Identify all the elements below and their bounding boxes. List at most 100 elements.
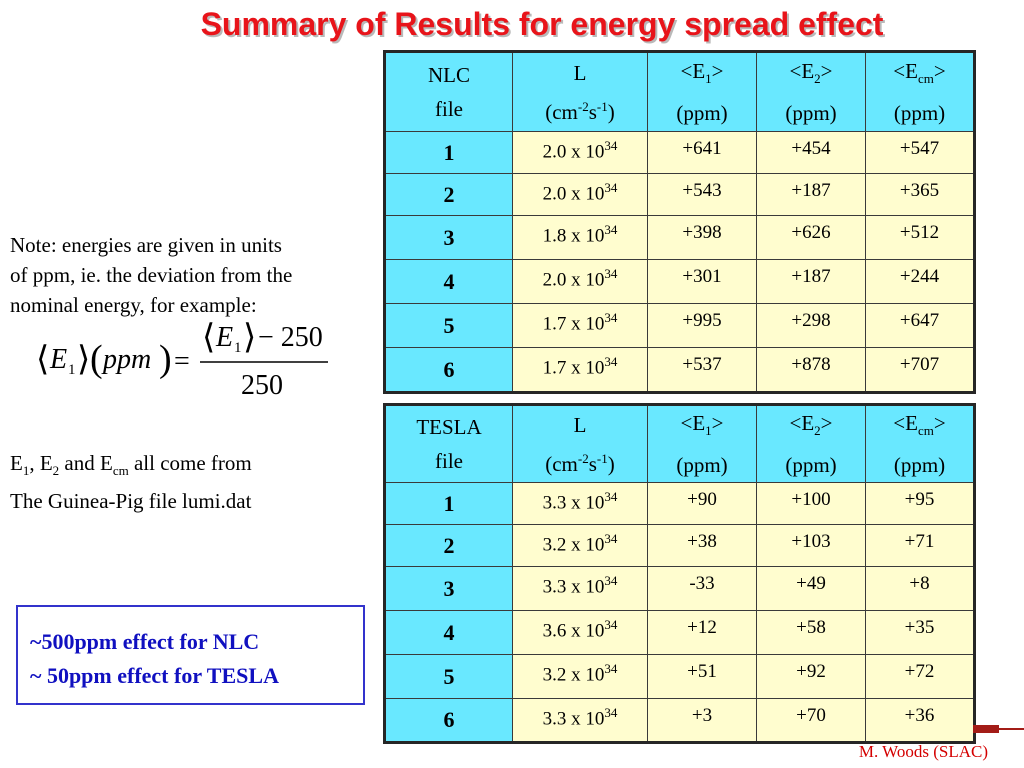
luminosity-cell: 3.3 x 1034: [512, 698, 648, 744]
ecm-cell: +707: [865, 347, 975, 393]
luminosity-cell: 3.3 x 1034: [512, 566, 648, 612]
row-file-number: 6: [384, 347, 513, 393]
e1-cell: -33: [647, 566, 757, 612]
formula-num-angle-left: ⟨: [202, 319, 215, 356]
units-note-line: Note: energies are given in units: [10, 233, 282, 257]
summary-box: ~500ppm effect for NLC ~ 50ppm effect fo…: [16, 605, 365, 705]
row-file-number: 2: [384, 173, 513, 216]
e1-cell: +537: [647, 347, 757, 393]
e2-cell: +187: [756, 173, 866, 216]
e2-cell: +187: [756, 259, 866, 304]
table-row: 1 2.0 x 1034 +641 +454 +547: [384, 131, 975, 174]
table-row: 6 3.3 x 1034 +3 +70 +36: [384, 698, 975, 744]
formula-lhs-arg: ppm: [101, 344, 151, 375]
nlc-results-table: NLC file L (cm-2s-1) <E1> (ppm) <E2> (ppm) <…: [383, 50, 976, 394]
header-e2: <E2> (ppm): [756, 403, 866, 484]
row-file-number: 1: [384, 482, 513, 526]
formula-num-var: E: [215, 322, 233, 353]
source-note: E1, E2 and Ecm all come from The Guinea-…: [10, 448, 380, 516]
ecm-cell: +72: [865, 654, 975, 700]
header-luminosity: L (cm-2s-1): [512, 403, 648, 484]
table-header-row: TESLA file L (cm-2s-1) <E1> (ppm) <E2> (ppm)…: [384, 403, 975, 484]
e2-cell: +454: [756, 131, 866, 174]
e2-cell: +100: [756, 482, 866, 526]
row-file-number: 3: [384, 566, 513, 612]
table-row: 2 2.0 x 1034 +543 +187 +365: [384, 173, 975, 216]
luminosity-cell: 2.0 x 1034: [512, 131, 648, 174]
formula-angle-right: ⟩: [77, 341, 90, 378]
formula-lhs-var: E: [49, 344, 67, 375]
formula-paren-left: (: [90, 338, 103, 380]
table-row: 5 3.2 x 1034 +51 +92 +72: [384, 654, 975, 700]
decorative-accent-line: [973, 728, 1024, 730]
e2-cell: +878: [756, 347, 866, 393]
table-row: 2 3.2 x 1034 +38 +103 +71: [384, 524, 975, 568]
luminosity-cell: 3.2 x 1034: [512, 654, 648, 700]
e1-cell: +543: [647, 173, 757, 216]
header-e1: <E1> (ppm): [647, 51, 757, 132]
header-file: TESLA file: [384, 403, 513, 484]
e1-cell: +38: [647, 524, 757, 568]
row-file-number: 4: [384, 610, 513, 656]
header-luminosity: L (cm-2s-1): [512, 51, 648, 132]
author-credit: M. Woods (SLAC): [858, 742, 988, 761]
ecm-cell: +71: [865, 524, 975, 568]
ppm-formula: ⟨ E 1 ⟩ ( ppm ) = ⟨ E 1 ⟩ − 250 250: [36, 319, 328, 401]
ecm-cell: +365: [865, 173, 975, 216]
luminosity-cell: 1.7 x 1034: [512, 303, 648, 348]
header-ecm: <Ecm> (ppm): [865, 51, 975, 132]
e2-cell: +92: [756, 654, 866, 700]
e2-cell: +58: [756, 610, 866, 656]
e1-cell: +641: [647, 131, 757, 174]
row-file-number: 5: [384, 303, 513, 348]
header-e2: <E2> (ppm): [756, 51, 866, 132]
summary-line-tesla: ~ 50ppm effect for TESLA: [30, 663, 279, 688]
row-file-number: 4: [384, 259, 513, 304]
luminosity-cell: 2.0 x 1034: [512, 259, 648, 304]
ecm-cell: +547: [865, 131, 975, 174]
table-row: 3 3.3 x 1034 -33 +49 +8: [384, 566, 975, 612]
source-note-line: E1, E2 and Ecm all come from: [10, 451, 252, 479]
table-row: 4 3.6 x 1034 +12 +58 +35: [384, 610, 975, 656]
luminosity-cell: 3.6 x 1034: [512, 610, 648, 656]
row-file-number: 5: [384, 654, 513, 700]
luminosity-cell: 3.3 x 1034: [512, 482, 648, 526]
row-file-number: 2: [384, 524, 513, 568]
e1-cell: +12: [647, 610, 757, 656]
e1-cell: +301: [647, 259, 757, 304]
luminosity-cell: 1.8 x 1034: [512, 215, 648, 260]
formula-num-sub: 1: [234, 340, 242, 356]
ecm-cell: +95: [865, 482, 975, 526]
e1-cell: +51: [647, 654, 757, 700]
e2-cell: +298: [756, 303, 866, 348]
e2-cell: +70: [756, 698, 866, 744]
ecm-cell: +647: [865, 303, 975, 348]
ecm-cell: +36: [865, 698, 975, 744]
e2-cell: +49: [756, 566, 866, 612]
units-note-line: nominal energy, for example:: [10, 293, 257, 317]
tesla-results-table: TESLA file L (cm-2s-1) <E1> (ppm) <E2> (ppm)…: [383, 403, 976, 745]
e1-cell: +3: [647, 698, 757, 744]
summary-line-nlc: ~500ppm effect for NLC: [30, 629, 260, 654]
header-file: NLC file: [384, 51, 513, 132]
e1-cell: +995: [647, 303, 757, 348]
table-row: 4 2.0 x 1034 +301 +187 +244: [384, 259, 975, 304]
formula-den: 250: [241, 370, 283, 401]
table-row: 6 1.7 x 1034 +537 +878 +707: [384, 347, 975, 393]
units-note: Note: energies are given in units of ppm…: [10, 230, 380, 320]
table-row: 3 1.8 x 1034 +398 +626 +512: [384, 215, 975, 260]
formula-equals: =: [174, 346, 190, 377]
ecm-cell: +512: [865, 215, 975, 260]
formula-angle-left: ⟨: [36, 341, 49, 378]
header-e1: <E1> (ppm): [647, 403, 757, 484]
luminosity-cell: 2.0 x 1034: [512, 173, 648, 216]
header-ecm: <Ecm> (ppm): [865, 403, 975, 484]
row-file-number: 6: [384, 698, 513, 744]
row-file-number: 1: [384, 131, 513, 174]
units-note-line: of ppm, ie. the deviation from the: [10, 263, 293, 287]
luminosity-cell: 1.7 x 1034: [512, 347, 648, 393]
formula-paren-right: ): [159, 338, 172, 380]
e2-cell: +103: [756, 524, 866, 568]
ecm-cell: +8: [865, 566, 975, 612]
ecm-cell: +244: [865, 259, 975, 304]
